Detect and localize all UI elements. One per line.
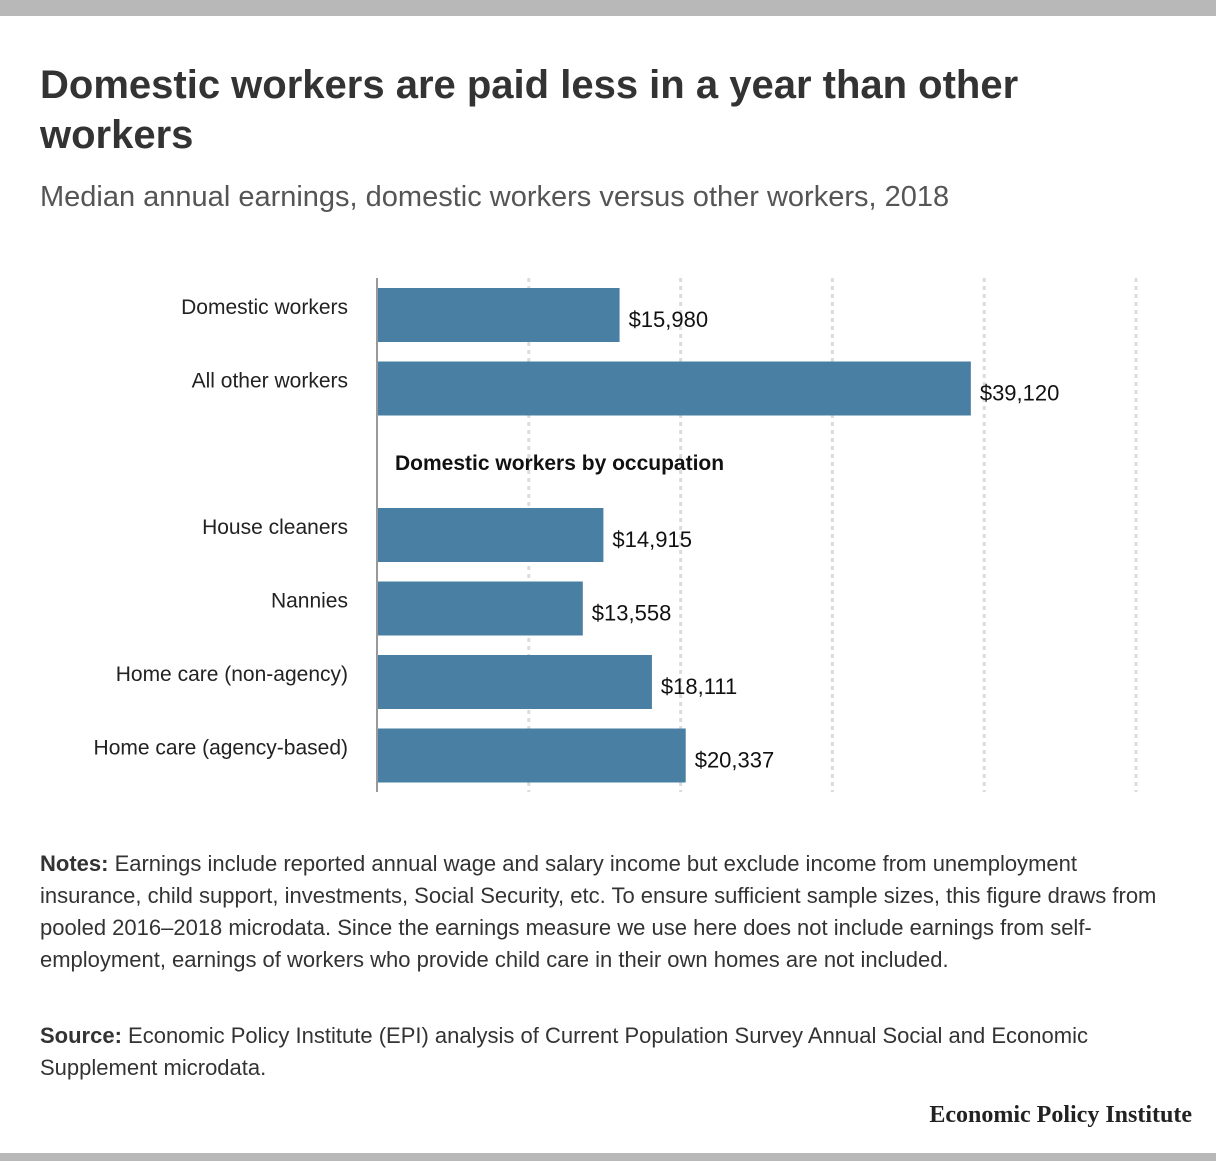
- data-label: $14,915: [612, 527, 692, 552]
- bar: [377, 288, 620, 342]
- data-label: $18,111: [661, 674, 737, 699]
- bar-chart: Domestic workers $15,980 All other workers…: [94, 278, 1138, 792]
- category-label: Nannies: [271, 590, 348, 613]
- chart-subtitle: Median annual earnings, domestic workers…: [40, 181, 950, 213]
- top-rule: [0, 0, 1216, 16]
- label-layer: Domestic workers $15,980 All other workers…: [94, 278, 1060, 792]
- category-label: Domestic workers: [181, 296, 348, 319]
- category-label: Home care (non-agency): [116, 663, 348, 686]
- notes: Notes: Earnings include reported annual …: [40, 848, 1180, 976]
- bar: [377, 361, 971, 416]
- bar: [377, 508, 604, 562]
- data-label: $13,558: [592, 601, 672, 626]
- category-label: House cleaners: [202, 516, 348, 539]
- data-label: $39,120: [980, 381, 1060, 406]
- bottom-rule: [0, 1153, 1216, 1161]
- bar: [377, 728, 686, 783]
- data-label: $15,980: [629, 307, 709, 332]
- source-text: Economic Policy Institute (EPI) analysis…: [40, 1023, 1088, 1080]
- source-note: Source: Economic Policy Institute (EPI) …: [40, 1020, 1180, 1084]
- notes-text: Earnings include reported annual wage an…: [40, 851, 1157, 972]
- bar: [377, 581, 583, 636]
- brand-logo: Economic Policy Institute: [929, 1102, 1192, 1128]
- category-label: All other workers: [192, 370, 348, 393]
- section-label: Domestic workers by occupation: [395, 452, 724, 475]
- bar: [377, 655, 652, 709]
- bar-layer: [377, 288, 971, 783]
- category-label: Home care (agency-based): [94, 737, 348, 760]
- chart-title: Domestic workers are paid less in a year…: [40, 63, 1019, 157]
- data-label: $20,337: [695, 748, 775, 773]
- source-label: Source:: [40, 1023, 122, 1048]
- notes-label: Notes:: [40, 851, 109, 876]
